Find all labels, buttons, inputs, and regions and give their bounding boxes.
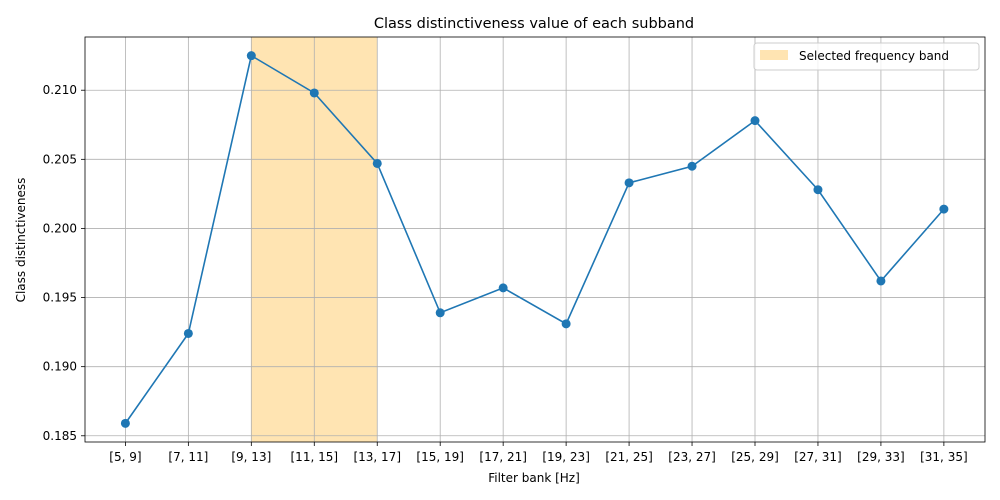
y-axis-ticks: 0.185 0.190 0.195 0.200 0.205 0.210	[43, 83, 85, 443]
x-tick-label: [27, 31]	[794, 450, 842, 464]
legend-box	[753, 42, 980, 71]
y-tick-label: 0.200	[43, 221, 77, 235]
y-tick-label: 0.185	[43, 429, 77, 443]
data-point	[624, 178, 634, 188]
legend-swatch	[760, 50, 788, 60]
y-tick-label: 0.195	[43, 291, 77, 305]
y-tick-label: 0.190	[43, 360, 77, 374]
x-tick-label: [19, 23]	[542, 450, 590, 464]
data-point	[435, 308, 445, 318]
data-point	[372, 158, 382, 168]
data-point	[939, 204, 949, 214]
grid-layer	[85, 37, 985, 442]
data-point	[183, 328, 193, 338]
data-point	[561, 319, 571, 329]
x-axis-ticks: [5, 9] [7, 11] [9, 13] [11, 15] [13, 17] [15,…	[109, 442, 968, 464]
x-tick-label: [9, 13]	[231, 450, 271, 464]
data-point	[309, 88, 319, 98]
x-tick-label: [25, 29]	[731, 450, 779, 464]
legend-label: Selected frequency band	[799, 49, 949, 63]
x-tick-label: [7, 11]	[168, 450, 208, 464]
chart-title: Class distinctiveness value of each subb…	[374, 16, 694, 32]
y-tick-label: 0.205	[43, 152, 77, 166]
x-tick-label: [5, 9]	[109, 450, 141, 464]
plot-frame	[84, 36, 986, 443]
series-layer	[120, 51, 949, 428]
data-point	[750, 116, 760, 126]
x-tick-label: [13, 17]	[353, 450, 401, 464]
y-axis-title: Class distinctiveness	[14, 178, 28, 303]
y-tick-label: 0.210	[43, 83, 77, 97]
x-tick-label: [31, 35]	[920, 450, 968, 464]
data-point	[687, 161, 697, 171]
x-tick-label: [11, 15]	[291, 450, 339, 464]
x-tick-label: [29, 33]	[857, 450, 905, 464]
data-point	[813, 185, 823, 195]
data-point	[876, 276, 886, 286]
x-axis-title: Filter bank [Hz]	[488, 471, 580, 485]
x-tick-label: [23, 27]	[668, 450, 716, 464]
x-tick-label: [15, 19]	[416, 450, 464, 464]
x-tick-label: [21, 25]	[605, 450, 653, 464]
data-point	[120, 418, 130, 428]
series-line	[124, 54, 945, 424]
data-point	[246, 51, 256, 61]
x-tick-label: [17, 21]	[479, 450, 527, 464]
data-point	[498, 283, 508, 293]
legend: Selected frequency band	[753, 42, 980, 71]
